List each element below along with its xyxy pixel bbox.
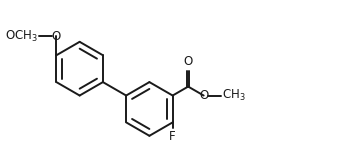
Text: OCH$_3$: OCH$_3$	[5, 29, 38, 44]
Text: O: O	[183, 55, 193, 68]
Text: O: O	[52, 30, 61, 43]
Text: CH$_3$: CH$_3$	[222, 88, 246, 103]
Text: O: O	[199, 89, 208, 102]
Text: F: F	[169, 130, 176, 143]
